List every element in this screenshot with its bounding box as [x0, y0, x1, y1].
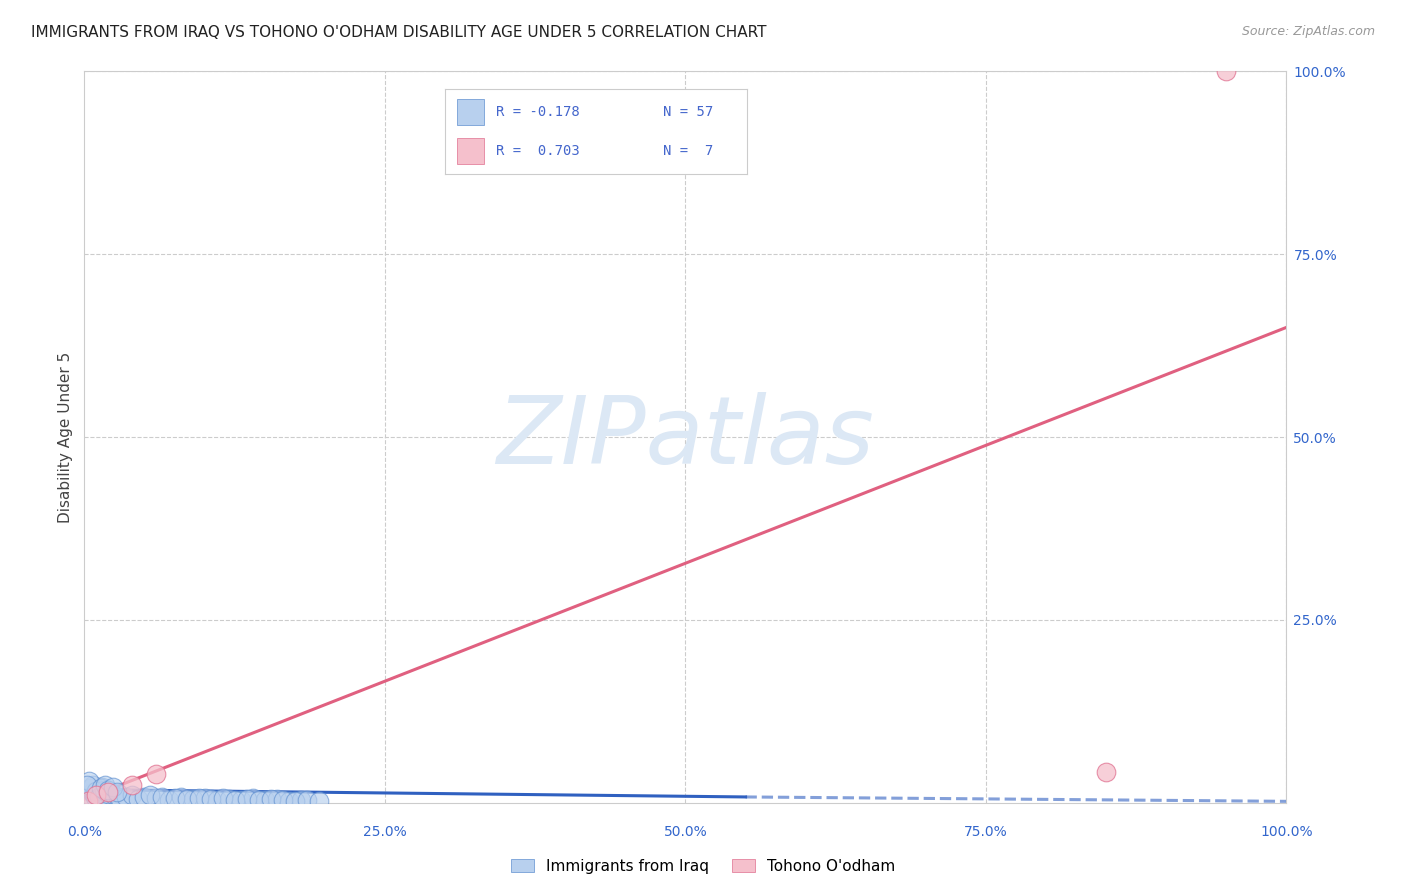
Legend: Immigrants from Iraq, Tohono O'odham: Immigrants from Iraq, Tohono O'odham: [505, 853, 901, 880]
Point: [169, 789, 191, 804]
Point: [247, 793, 270, 807]
Point: [277, 794, 299, 808]
Point: [121, 789, 143, 803]
Point: [127, 792, 149, 806]
Text: 0.0%: 0.0%: [67, 825, 101, 839]
Point: [84, 789, 107, 804]
Point: [260, 792, 283, 806]
Point: [194, 791, 217, 805]
Point: [103, 780, 125, 794]
Point: [77, 789, 100, 803]
Point: [187, 790, 209, 805]
Point: [235, 792, 257, 806]
Point: [295, 793, 318, 807]
Text: R =  0.703: R = 0.703: [496, 145, 581, 158]
Point: [205, 793, 228, 807]
Text: 25.0%: 25.0%: [363, 825, 406, 839]
Text: N = 57: N = 57: [662, 105, 713, 119]
Point: [139, 789, 162, 803]
Point: [80, 785, 103, 799]
Point: [218, 792, 240, 806]
Point: [157, 793, 180, 807]
Point: [242, 791, 264, 805]
Text: IMMIGRANTS FROM IRAQ VS TOHONO O'ODHAM DISABILITY AGE UNDER 5 CORRELATION CHART: IMMIGRANTS FROM IRAQ VS TOHONO O'ODHAM D…: [31, 25, 766, 40]
Point: [76, 777, 98, 792]
Text: ZIPatlas: ZIPatlas: [496, 392, 875, 483]
Point: [224, 793, 246, 807]
Point: [229, 793, 252, 807]
Point: [77, 773, 100, 788]
Point: [97, 782, 120, 797]
Point: [115, 789, 138, 804]
Point: [79, 781, 101, 796]
Point: [105, 785, 128, 799]
Point: [284, 794, 307, 808]
Text: Source: ZipAtlas.com: Source: ZipAtlas.com: [1241, 25, 1375, 38]
Point: [181, 792, 204, 806]
Point: [89, 786, 111, 800]
Bar: [457, 138, 484, 164]
Point: [200, 792, 222, 806]
Point: [134, 789, 156, 804]
Point: [152, 789, 174, 804]
Point: [145, 791, 167, 805]
Point: [90, 781, 112, 796]
Point: [86, 782, 108, 797]
Point: [211, 791, 233, 805]
Point: [271, 793, 294, 807]
Text: R = -0.178: R = -0.178: [496, 105, 581, 119]
Text: 100.0%: 100.0%: [1260, 825, 1313, 839]
Point: [290, 793, 312, 807]
Point: [121, 777, 143, 792]
Point: [91, 780, 114, 794]
Text: 75.0%: 75.0%: [965, 825, 1008, 839]
Point: [308, 794, 330, 808]
Point: [253, 793, 276, 807]
Point: [94, 789, 117, 803]
Point: [77, 794, 100, 808]
Point: [1095, 765, 1118, 780]
Point: [1215, 64, 1237, 78]
Point: [94, 777, 117, 792]
Point: [83, 787, 105, 801]
Point: [82, 777, 104, 792]
Bar: [457, 99, 484, 125]
Point: [97, 787, 120, 801]
Point: [86, 784, 108, 798]
Y-axis label: Disability Age Under 5: Disability Age Under 5: [58, 351, 73, 523]
Point: [145, 766, 167, 780]
Point: [107, 789, 129, 804]
Point: [110, 792, 132, 806]
Point: [86, 789, 108, 803]
Point: [103, 789, 125, 803]
Point: [97, 785, 120, 799]
Point: [266, 792, 288, 806]
Point: [93, 782, 115, 797]
Point: [100, 785, 122, 799]
Text: 50.0%: 50.0%: [664, 825, 707, 839]
Point: [87, 789, 110, 804]
Point: [163, 791, 186, 805]
Text: N =  7: N = 7: [662, 145, 713, 158]
Point: [176, 792, 198, 806]
